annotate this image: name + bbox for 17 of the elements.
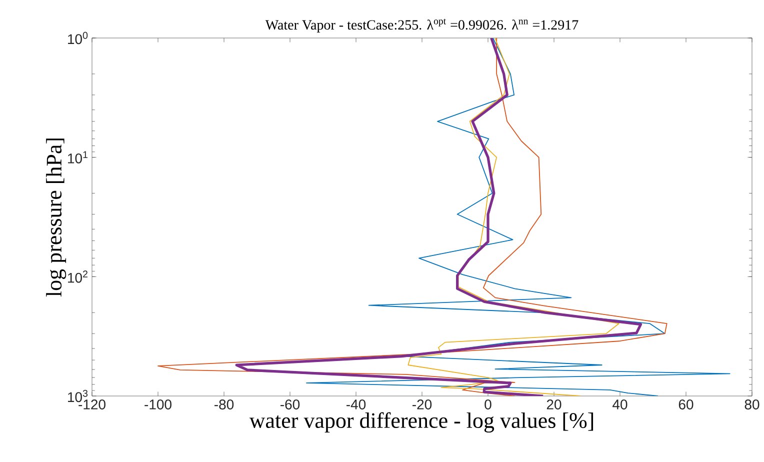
line-series <box>235 38 642 396</box>
x-tick-label: 60 <box>678 400 694 410</box>
y-tick-label: 10$^{1}$ <box>68 151 88 164</box>
y-tick-label: 10$^{0}$ <box>68 32 88 44</box>
x-tick-label: 40 <box>612 400 628 410</box>
x-tick-label: 20 <box>546 400 562 410</box>
x-tick-label: -80 <box>214 400 234 410</box>
x-tick-label: 0 <box>484 400 492 410</box>
x-tick-label: -100 <box>144 400 172 410</box>
x-tick-label: -40 <box>346 400 366 410</box>
y-axis-title: log pressure [hPa] <box>46 138 66 297</box>
x-tick-label: -20 <box>412 400 432 410</box>
chart-title: Water Vapor - testCase:255. λ$^{opt}$ =0.99026. λ$^{nn}$ =1.2917 <box>265 18 578 32</box>
x-tick-label: -60 <box>280 400 300 410</box>
x-axis-title: water vapor difference - log values [%] <box>249 412 594 433</box>
y-tick-label: 10$^{2}$ <box>68 270 88 283</box>
x-tick-label: 80 <box>744 400 760 410</box>
